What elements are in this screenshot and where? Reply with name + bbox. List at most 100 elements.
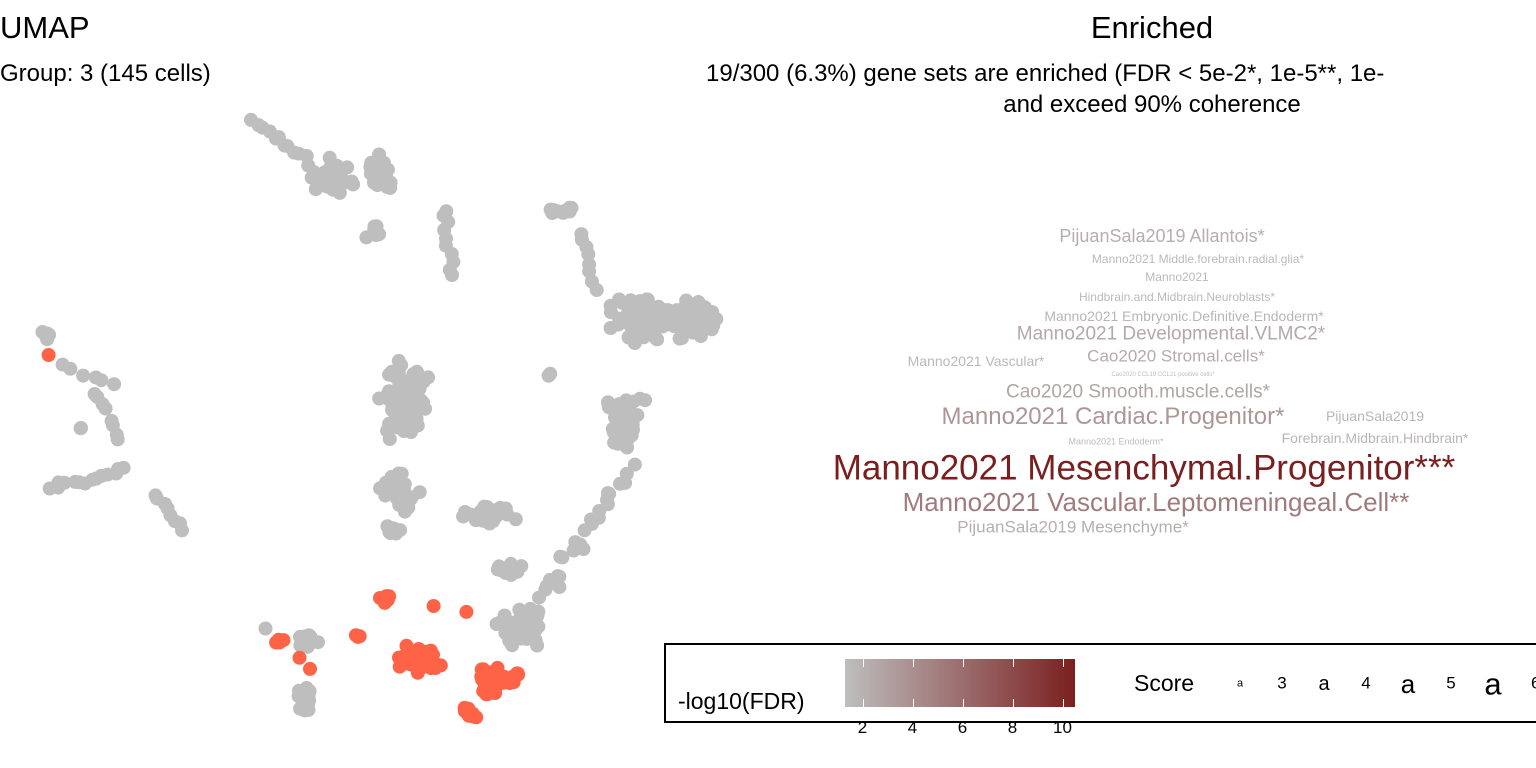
cell-point (542, 368, 557, 382)
cell-point (612, 292, 627, 307)
colorbar-tick (1062, 659, 1064, 667)
cell-point (519, 631, 534, 646)
wordcloud-term: Hindbrain.and.Midbrain.Neuroblasts* (1078, 290, 1276, 304)
cell-point (57, 475, 72, 490)
wordcloud-term: Cao2020 Smooth.muscle.cells* (1005, 381, 1271, 403)
wordcloud-term: Manno2021 Developmental.VLMC2* (1016, 323, 1326, 345)
group3-cell-point (41, 348, 56, 362)
score-key-label: 4 (1361, 673, 1371, 693)
cell-point (589, 283, 604, 297)
group3-cell-point (379, 589, 394, 604)
colorbar-tick (1062, 699, 1064, 707)
cell-point (116, 460, 131, 475)
cell-point (698, 304, 713, 319)
enriched-subtitle-line1: 19/300 (6.3%) gene sets are enriched (FD… (706, 60, 1385, 87)
cell-point (386, 391, 401, 406)
group3-cell-point (488, 686, 503, 700)
cell-point (378, 160, 392, 175)
cell-point (94, 373, 109, 388)
group3-cell-point (413, 644, 428, 659)
cell-point (258, 621, 273, 636)
colorbar-tick-label: 6 (957, 718, 968, 737)
score-key-label: 3 (1277, 673, 1287, 693)
cell-point (293, 638, 308, 653)
group3-cell-point (426, 599, 441, 613)
wordcloud-term: PijuanSala2019 Allantois* (1059, 226, 1265, 246)
cell-point (385, 403, 400, 418)
wordcloud-term: PijuanSala2019 Mesenchyme* (957, 517, 1189, 537)
cell-point (638, 393, 653, 408)
cell-point (614, 430, 629, 445)
colorbar-tick-label: 2 (857, 718, 868, 737)
cell-point (490, 562, 505, 577)
colorbar-tick (1012, 659, 1014, 667)
cell-point (416, 395, 431, 410)
wordcloud-term: Forebrain.Midbrain.Hindbrain* (1281, 430, 1469, 446)
legend-box (664, 643, 1536, 723)
cell-point (635, 325, 650, 340)
colorbar-tick-label: 10 (1053, 718, 1072, 737)
cell-point (383, 180, 398, 195)
cell-point (308, 182, 323, 197)
wordcloud-term: Manno2021 Cardiac.Progenitor* (941, 403, 1285, 430)
group3-cell-point (352, 629, 367, 644)
cell-point (672, 331, 687, 346)
wordcloud-term: Manno2021 (1145, 270, 1209, 284)
cell-point (474, 508, 489, 523)
cell-point (566, 543, 581, 558)
cell-point (322, 150, 337, 165)
cell-point (651, 310, 666, 325)
cell-point (627, 457, 642, 472)
cell-point (489, 509, 504, 523)
cell-point (626, 394, 641, 409)
group3-cell-point (459, 604, 474, 619)
cell-point (98, 401, 113, 416)
wordcloud-term: Manno2021 Embryonic.Definitive.Endoderm* (1044, 308, 1324, 324)
enriched-subtitle-line2: and exceed 90% coherence (1003, 91, 1301, 118)
group3-cell-point (292, 650, 307, 665)
score-key-symbol: a (1484, 666, 1502, 702)
cell-point (107, 377, 122, 392)
cell-point (706, 314, 721, 328)
wordcloud-term: Manno2021 Vascular* (907, 353, 1045, 369)
cell-point (63, 361, 78, 376)
cell-point (304, 170, 319, 185)
cell-point (401, 500, 416, 515)
wordcloud-term: Cao2020 CCL19 CCL21 positive cells* (1111, 372, 1215, 378)
cell-point (510, 564, 525, 579)
cell-point (340, 160, 355, 175)
cell-point (577, 523, 592, 538)
cell-point (612, 397, 627, 412)
cell-point (553, 549, 568, 564)
cell-point (681, 297, 696, 312)
cell-point (603, 305, 618, 320)
cell-point (318, 172, 333, 187)
cell-point (110, 432, 125, 447)
group3-cell-point (303, 661, 317, 676)
score-key-symbol: a (1400, 669, 1416, 699)
cell-point (600, 492, 614, 507)
colorbar-tick (862, 659, 864, 667)
fdr-colorbar (845, 659, 1075, 707)
cell-point (330, 173, 345, 188)
wordcloud-term: Manno2021 Vascular.Leptomeningeal.Cell** (902, 487, 1410, 517)
cell-point (498, 626, 513, 640)
cell-point (367, 222, 382, 237)
wordcloud-term: Manno2021 Middle.forebrain.radial.glia* (1091, 252, 1305, 266)
score-key-label: 6 (1531, 673, 1536, 693)
wordcloud-term: Manno2021 Endoderm* (1068, 436, 1164, 447)
group3-cell-point (478, 671, 493, 686)
cell-point (445, 268, 459, 282)
cell-point (613, 476, 627, 491)
group3-cell-point (469, 710, 484, 725)
colorbar-tick (962, 699, 964, 707)
cell-point (627, 336, 642, 351)
cell-point (368, 171, 383, 185)
cell-point (416, 374, 431, 389)
score-key-label: 5 (1446, 673, 1456, 693)
cell-point (529, 609, 544, 624)
cell-point (175, 523, 189, 538)
cell-point (402, 403, 417, 417)
cell-point (618, 410, 633, 425)
cell-point (492, 615, 507, 630)
